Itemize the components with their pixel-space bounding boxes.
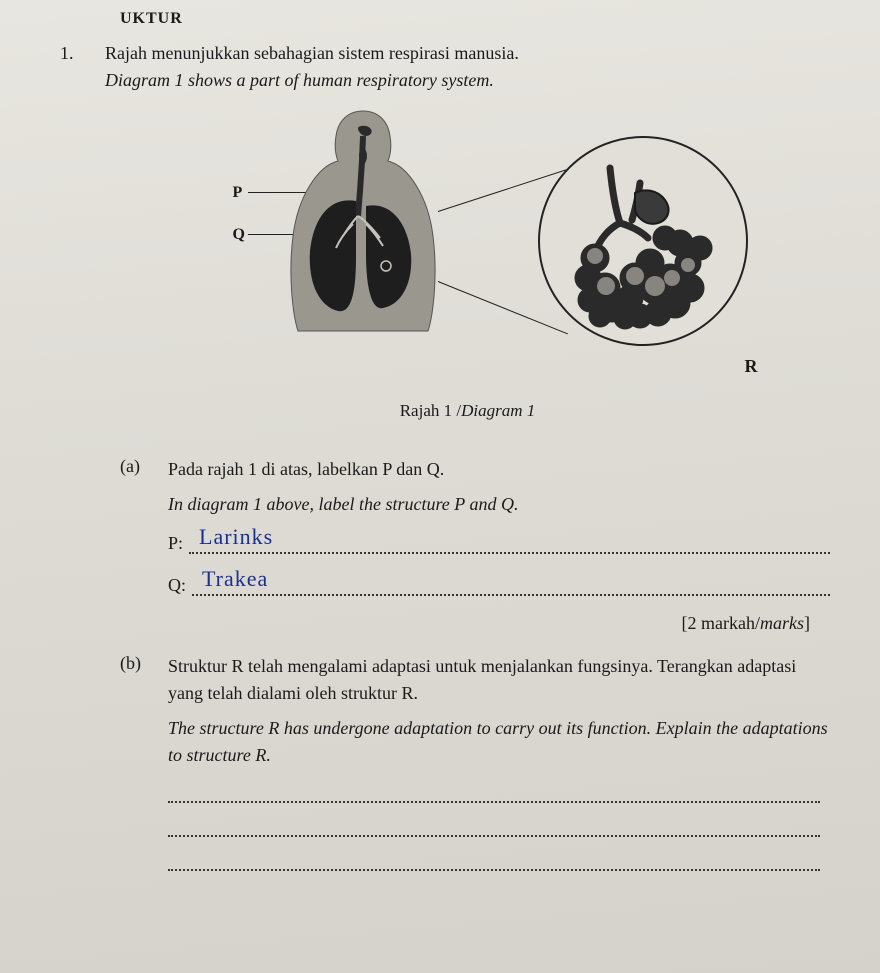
q-handwritten-answer: Trakea — [202, 566, 268, 592]
header-fragment: UKTUR — [120, 10, 830, 28]
q1-english: Diagram 1 shows a part of human respirat… — [105, 70, 830, 91]
q1-malay: Rajah menunjukkan sebahagian sistem resp… — [105, 43, 830, 64]
p-handwritten-answer: Larinks — [199, 524, 273, 550]
answer-line-1[interactable] — [168, 801, 820, 803]
marks-open: [2 markah/ — [682, 613, 760, 633]
diagram-caption: Rajah 1 /Diagram 1 — [105, 401, 830, 421]
part-b-body: Struktur R telah mengalami adaptasi untu… — [168, 653, 830, 871]
question-1: 1. Rajah menunjukkan sebahagian sistem r… — [60, 43, 830, 879]
question-number: 1. — [60, 43, 85, 879]
q-prefix: Q: — [168, 575, 186, 596]
answer-q-line: Q: Trakea — [168, 568, 830, 596]
answer-line-3[interactable] — [168, 869, 820, 871]
part-a-label: (a) — [120, 456, 150, 645]
part-a: (a) Pada rajah 1 di atas, labelkan P dan… — [120, 456, 830, 645]
part-b-label: (b) — [120, 653, 150, 871]
part-a-marks: [2 markah/marks] — [168, 610, 810, 637]
part-a-english: In diagram 1 above, label the structure … — [168, 491, 830, 518]
answer-p-line: P: Larinks — [168, 526, 830, 554]
marks-italic: marks — [760, 613, 804, 633]
caption-english: Diagram 1 — [461, 401, 535, 420]
respiratory-torso-icon — [258, 106, 468, 336]
part-b-malay: Struktur R telah mengalami adaptasi untu… — [168, 653, 830, 707]
part-a-body: Pada rajah 1 di atas, labelkan P dan Q. … — [168, 456, 830, 645]
diagram-label-q: Q — [233, 226, 245, 244]
caption-malay: Rajah 1 — [400, 401, 452, 420]
answer-line-2[interactable] — [168, 835, 820, 837]
p-dotted-line[interactable]: Larinks — [189, 552, 830, 554]
marks-close: ] — [804, 613, 810, 633]
diagram-label-r: R — [745, 356, 758, 377]
p-prefix: P: — [168, 533, 183, 554]
worksheet-page: UKTUR 1. Rajah menunjukkan sebahagian si… — [0, 0, 880, 973]
part-a-malay: Pada rajah 1 di atas, labelkan P dan Q. — [168, 456, 830, 483]
question-body: Rajah menunjukkan sebahagian sistem resp… — [105, 43, 830, 879]
diagram-1: P Q — [168, 106, 768, 386]
q-dotted-line[interactable]: Trakea — [192, 594, 830, 596]
caption-slash: / — [452, 401, 461, 420]
part-b: (b) Struktur R telah mengalami adaptasi … — [120, 653, 830, 871]
part-b-english: The structure R has undergone adaptation… — [168, 715, 830, 769]
diagram-label-p: P — [233, 184, 243, 202]
alveoli-zoom-icon — [538, 136, 748, 346]
